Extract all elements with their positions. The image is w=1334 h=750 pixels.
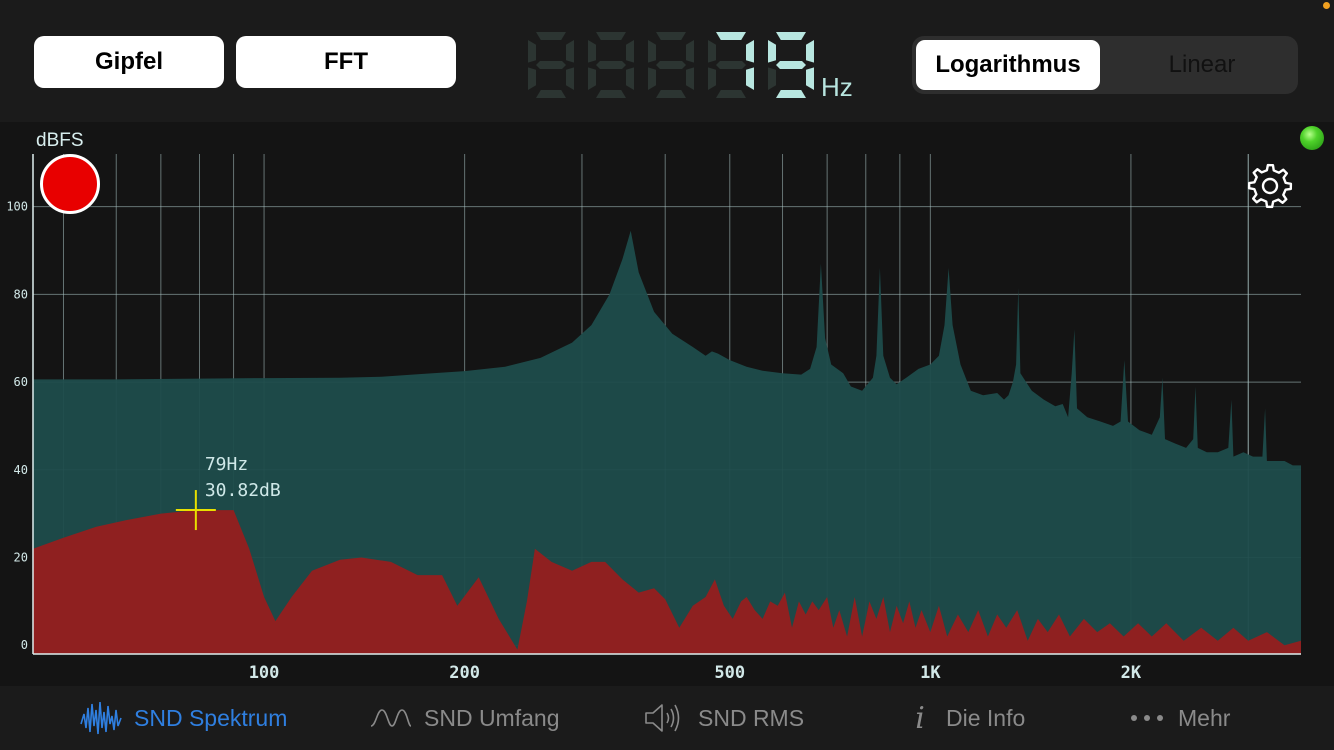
chart-axes — [32, 154, 1301, 655]
frequency-lcd-display: Hz — [528, 32, 853, 102]
spectrum-chart[interactable]: 100 80 60 40 20 0 100 200 500 1K 2K dBFS 79Hz 30.… — [0, 122, 1334, 686]
cursor-frequency-label: 79Hz — [205, 454, 248, 475]
signal-indicator-led — [1300, 126, 1324, 150]
x-axis-ticks: 100 200 500 1K 2K — [249, 663, 1142, 683]
gear-icon[interactable] — [1244, 160, 1296, 212]
y-tick-label: 40 — [14, 463, 28, 477]
y-tick-label: 100 — [6, 200, 28, 214]
scale-option-logarithmic[interactable]: Logarithmus — [916, 40, 1100, 90]
tab-label: Mehr — [1178, 704, 1231, 731]
x-tick-label: 500 — [714, 663, 745, 683]
y-tick-label: 20 — [14, 551, 28, 565]
frequency-cursor[interactable] — [175, 490, 216, 531]
cursor-level-label: 30.82dB — [205, 480, 281, 501]
tab-info[interactable]: i Die Info — [906, 686, 1025, 750]
x-tick-label: 1K — [920, 663, 941, 683]
frequency-unit: Hz — [821, 72, 853, 102]
waveform-icon — [80, 701, 122, 735]
record-button[interactable] — [40, 154, 100, 214]
tab-label: SND Umfang — [424, 704, 560, 731]
more-dots-icon — [1131, 715, 1163, 721]
tab-more[interactable]: Mehr — [1128, 686, 1230, 750]
fft-button[interactable]: FFT — [236, 36, 456, 88]
x-tick-label: 200 — [449, 663, 480, 683]
tab-label: SND Spektrum — [134, 704, 288, 731]
tab-snd-spectrum[interactable]: SND Spektrum — [80, 686, 287, 750]
top-toolbar: Gipfel FFT Hz Logarithmus Linear — [0, 0, 1334, 122]
y-tick-label: 60 — [14, 375, 28, 389]
scale-option-linear[interactable]: Linear — [1168, 51, 1236, 78]
tab-label: SND RMS — [698, 704, 805, 731]
scale-segmented-control: Logarithmus Linear — [912, 36, 1298, 94]
y-axis-ticks: 100 80 60 40 20 0 — [6, 200, 28, 653]
peak-button[interactable]: Gipfel — [34, 36, 224, 88]
tab-snd-rms[interactable]: SND RMS — [644, 686, 804, 750]
info-icon: i — [915, 700, 925, 736]
tab-label: Die Info — [946, 704, 1026, 731]
tab-snd-range[interactable]: SND Umfang — [370, 686, 559, 750]
peak-spectrum-area — [33, 230, 1301, 655]
lcd-digits — [528, 32, 814, 98]
bottom-tab-bar: SND Spektrum SND Umfang SND RMS i Die In… — [0, 686, 1334, 750]
status-dot — [1323, 2, 1330, 9]
live-spectrum-area — [33, 510, 1301, 654]
x-tick-label: 2K — [1121, 663, 1142, 683]
wave-envelope-icon — [370, 709, 412, 727]
x-tick-label: 100 — [249, 663, 280, 683]
speaker-icon — [645, 704, 680, 732]
y-axis-label: dBFS — [36, 130, 84, 151]
y-tick-label: 0 — [21, 638, 28, 652]
y-tick-label: 80 — [14, 287, 28, 301]
